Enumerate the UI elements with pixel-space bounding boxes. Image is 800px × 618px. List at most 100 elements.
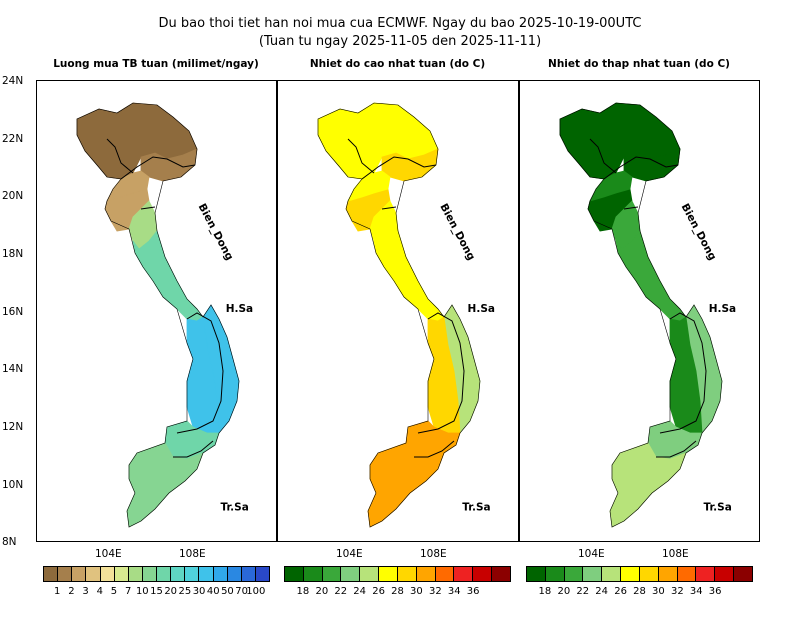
- colorbar-tick-label: 24: [353, 586, 367, 597]
- lat-label: 8N: [2, 536, 17, 548]
- lon-label: 108E: [420, 548, 447, 560]
- colorbar-tmin: [526, 566, 753, 582]
- chart-title: Du bao thoi tiet han noi mua cua ECMWF. …: [158, 16, 642, 31]
- region-boundary: [173, 440, 214, 458]
- paracel-label: H.Sa: [468, 303, 495, 315]
- colorbar-swatch: [583, 567, 603, 581]
- colorbar-swatch: [379, 567, 398, 581]
- colorbar-tick-label: 4: [96, 586, 103, 597]
- region-boundary: [589, 138, 617, 174]
- colorbar-swatch: [199, 567, 214, 581]
- colorbar-swatch: [734, 567, 752, 581]
- colorbar-swatch: [58, 567, 73, 581]
- colorbar-tick-label: 32: [670, 586, 684, 597]
- region-boundary: [140, 206, 156, 210]
- colorbar-swatch: [677, 567, 697, 581]
- panel-title-tmax: Nhiet do cao nhat tuan (do C): [309, 58, 486, 70]
- colorbar-swatch: [416, 567, 436, 581]
- colorbar-swatch: [564, 567, 584, 581]
- colorbar-tick-label: 32: [428, 586, 442, 597]
- colorbar-tick-label: 20: [557, 586, 571, 597]
- colorbar-swatch: [658, 567, 678, 581]
- chart-subtitle: (Tuan tu ngay 2025-11-05 den 2025-11-11): [258, 34, 542, 49]
- colorbar-swatch: [100, 567, 115, 581]
- colorbar-tick-label: 5: [110, 586, 118, 597]
- colorbar-tmax: [284, 566, 511, 582]
- colorbar-tick-label: 30: [192, 586, 206, 597]
- region-boundary: [603, 156, 679, 180]
- colorbar-swatch: [86, 567, 101, 581]
- colorbar-swatch: [171, 567, 186, 581]
- colorbar-swatch: [341, 567, 361, 581]
- sea-label: Bien_Dong: [196, 202, 236, 263]
- map-panel-tmax: Bien_Dong H.Sa Tr.Sa: [277, 80, 519, 542]
- colorbar-swatch: [128, 567, 143, 581]
- map-panel-rain: Bien_Dong H.Sa Tr.Sa: [36, 80, 277, 542]
- colorbar-swatch: [696, 567, 716, 581]
- panel-title-tmin: Nhiet do thap nhat tuan (do C): [548, 58, 730, 70]
- colorbar-swatch: [185, 567, 200, 581]
- colorbar-swatch: [454, 567, 474, 581]
- map-svg: Bien_Dong H.Sa Tr.Sa: [76, 102, 253, 528]
- colorbar-swatch: [639, 567, 659, 581]
- colorbar-tick-label: 50: [221, 586, 234, 597]
- region-boundary: [120, 156, 196, 180]
- colorbar-swatch: [322, 567, 342, 581]
- colorbar-tick-label: 20: [315, 586, 329, 597]
- spratly-label: Tr.Sa: [220, 502, 248, 514]
- colorbar-tick-label: 36: [708, 586, 722, 597]
- country-outline: [76, 102, 240, 528]
- lon-label: 104E: [578, 548, 605, 560]
- lat-label: 10N: [2, 479, 24, 491]
- lat-label: 16N: [2, 306, 24, 318]
- country-outline: [559, 102, 723, 528]
- region-boundary: [414, 440, 455, 458]
- colorbar-tick-label: 25: [178, 586, 192, 597]
- colorbar-tick-label: 3: [82, 586, 89, 597]
- colorbar-swatch: [285, 567, 304, 581]
- colorbar-swatch: [44, 567, 59, 581]
- colorbar-tick-label: 28: [633, 586, 646, 597]
- lat-label: 18N: [2, 248, 24, 260]
- colorbar-tick-label: 20: [164, 586, 178, 597]
- colorbar-tick-label: 18: [538, 586, 552, 597]
- colorbar-tick-label: 22: [334, 586, 348, 597]
- region-boundary: [656, 440, 697, 458]
- panel-title-rain: Luong mua TB tuan (milimet/ngay): [53, 58, 259, 70]
- colorbar-swatch: [397, 567, 417, 581]
- colorbar-tick-label: 30: [410, 586, 423, 597]
- paracel-label: H.Sa: [226, 303, 253, 315]
- lat-label: 24N: [2, 75, 24, 87]
- colorbar-tick-label: 70: [235, 586, 248, 597]
- lat-label: 22N: [2, 133, 24, 145]
- map-panel-tmin: Bien_Dong H.Sa Tr.Sa: [519, 80, 760, 542]
- colorbar-tick-label: 22: [576, 586, 590, 597]
- region-boundary: [381, 206, 397, 210]
- colorbar-swatch: [360, 567, 380, 581]
- lat-label: 12N: [2, 421, 24, 433]
- colorbar-swatch: [72, 567, 87, 581]
- colorbar-swatch: [473, 567, 493, 581]
- colorbar-tick-label: 34: [447, 586, 461, 597]
- colorbar-swatch: [142, 567, 157, 581]
- map-svg: Bien_Dong H.Sa Tr.Sa: [317, 102, 495, 528]
- colorbar-swatch: [527, 567, 546, 581]
- colorbar-tick-label: 34: [689, 586, 703, 597]
- colorbar-swatch: [114, 567, 129, 581]
- sea-label: Bien_Dong: [679, 202, 719, 263]
- region-boundary: [623, 206, 639, 210]
- colorbar-tick-label: 18: [296, 586, 310, 597]
- lon-label: 104E: [336, 548, 363, 560]
- colorbar-tick-label: 15: [150, 586, 163, 597]
- lat-label: 20N: [2, 190, 24, 202]
- colorbar-swatch: [602, 567, 622, 581]
- colorbar-tick-label: 2: [68, 586, 75, 597]
- colorbar-tick-label: 1: [54, 586, 61, 597]
- colorbar-tick-label: 26: [372, 586, 385, 597]
- region-boundary: [347, 138, 375, 174]
- colorbar-swatch: [255, 567, 269, 581]
- colorbar-swatch: [303, 567, 323, 581]
- lon-label: 108E: [179, 548, 206, 560]
- colorbar-tick-label: 7: [124, 586, 132, 597]
- colorbar-tick-label: 26: [614, 586, 627, 597]
